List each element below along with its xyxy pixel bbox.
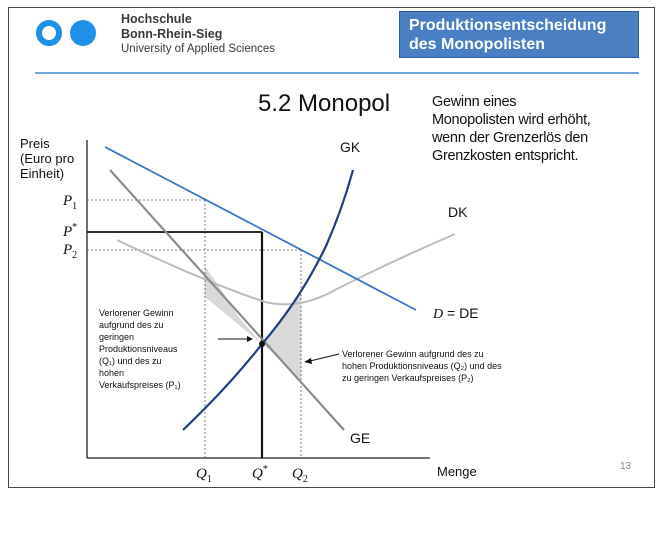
y-axis-label-line: Preis xyxy=(20,136,50,151)
page-number: 13 xyxy=(620,461,632,472)
left-annotation-line: hohen xyxy=(99,368,124,378)
note-line: Grenzkosten entspricht. xyxy=(432,148,579,164)
y-axis-label-line: Einheit) xyxy=(20,166,64,181)
p1-label: P1 xyxy=(62,193,77,212)
lost-profit-area-left-shape xyxy=(205,266,261,343)
left-annotation-line: Verlorener Gewinn xyxy=(99,308,174,318)
university-name: Hochschule Bonn-Rhein-Sieg University of… xyxy=(121,12,275,57)
note-line: Monopolisten wird erhöht, xyxy=(432,112,591,128)
left-annotation-line: Verkaufspreises (P₁) xyxy=(99,380,181,390)
left-annotation-line: aufgrund des zu xyxy=(99,320,164,330)
university-line-2: Bonn-Rhein-Sieg xyxy=(121,27,223,41)
right-annotation-line: zu geringen Verkaufspreises (P₂) xyxy=(342,373,474,383)
marginal-revenue-curve xyxy=(109,169,345,431)
slide-title-box: Produktionsentscheidung des Monopolisten xyxy=(399,11,639,58)
average-cost-curve xyxy=(116,233,456,306)
x-axis-label: Menge xyxy=(437,464,477,479)
left-annotation-line: Produktionsniveaus xyxy=(99,344,178,354)
left-annotation-line: (Q₁) und des zu xyxy=(99,356,162,366)
dk-label: DK xyxy=(448,204,468,220)
note-line: Gewinn eines xyxy=(432,94,517,110)
demand-label: D = DE xyxy=(432,305,479,322)
section-heading: 5.2 Monopol xyxy=(258,90,391,117)
q2-label: Q2 xyxy=(292,466,308,485)
left-annotation-line: geringen xyxy=(99,332,134,342)
qstar-label: Q* xyxy=(252,464,268,482)
q1-label: Q1 xyxy=(196,466,212,485)
ge-label: GE xyxy=(350,430,370,446)
lost-profit-area-right-shape xyxy=(262,290,301,380)
y-axis-label-line: (Euro pro xyxy=(20,151,74,166)
right-arrow-head xyxy=(304,358,312,364)
right-annotation-arrow xyxy=(309,353,340,362)
slide-title-line-1: Produktionsentscheidung xyxy=(409,17,607,34)
right-annotation-line: hohen Produktionsniveaus (Q₂) und des xyxy=(342,361,502,371)
note-line: wenn der Grenzerlös den xyxy=(432,130,588,146)
demand-curve xyxy=(104,146,417,311)
university-line-1: Hochschule xyxy=(121,12,192,26)
marginal-cost-curve xyxy=(182,169,355,431)
p2-label: P2 xyxy=(62,242,77,261)
pstar-label: P* xyxy=(62,222,77,240)
university-line-3: University of Applied Sciences xyxy=(121,43,276,55)
right-annotation-line: Verlorener Gewinn aufgrund des zu xyxy=(342,349,484,359)
explanation-note: Gewinn eines Monopolisten wird erhöht, w… xyxy=(432,93,591,165)
intersection-point xyxy=(259,341,265,347)
left-arrow-head xyxy=(247,336,253,342)
slide-frame xyxy=(8,7,655,488)
header-divider xyxy=(35,72,639,74)
slide-title-line-2: des Monopolisten xyxy=(409,36,545,53)
gk-label: GK xyxy=(340,139,361,155)
